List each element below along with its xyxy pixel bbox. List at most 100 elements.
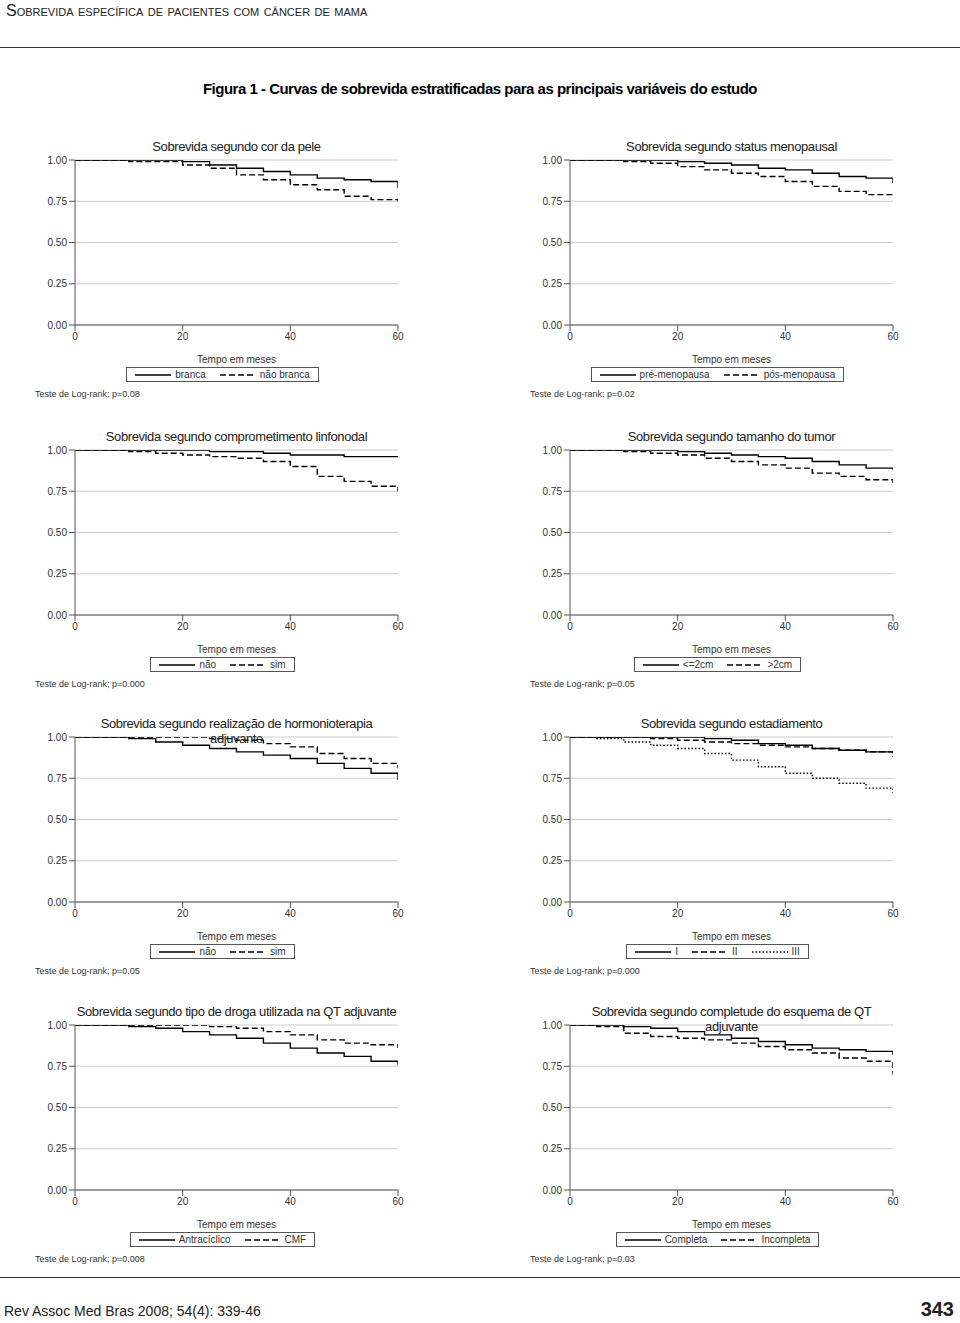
svg-text:0.25: 0.25 xyxy=(48,278,68,289)
svg-text:60: 60 xyxy=(887,1196,899,1207)
svg-text:Tempo em meses: Tempo em meses xyxy=(197,1219,276,1230)
svg-text:0.50: 0.50 xyxy=(48,814,68,825)
svg-text:1.00: 1.00 xyxy=(543,732,563,743)
html-text:Sobrevida segundo estadiamento: Sobrevida segundo estadiamento xyxy=(640,716,823,731)
svg-text:0: 0 xyxy=(567,331,573,342)
svg-text:20: 20 xyxy=(177,621,189,632)
html-text:Sobrevida segundo completude d: Sobrevida segundo completude do esquema … xyxy=(591,1004,872,1034)
svg-text:20: 20 xyxy=(177,1196,189,1207)
html-text:branca: branca xyxy=(175,369,206,380)
html-text:Sobrevida segundo status menop: Sobrevida segundo status menopausal xyxy=(626,139,837,154)
svg-text:0.50: 0.50 xyxy=(543,527,563,538)
svg-text:0.50: 0.50 xyxy=(543,237,563,248)
svg-text:20: 20 xyxy=(672,908,684,919)
svg-text:0.50: 0.50 xyxy=(48,237,68,248)
svg-text:0.00: 0.00 xyxy=(543,897,563,908)
svg-text:Tempo em meses: Tempo em meses xyxy=(197,644,276,655)
svg-text:0.25: 0.25 xyxy=(543,278,563,289)
svg-text:0.00: 0.00 xyxy=(543,610,563,621)
svg-text:1.00: 1.00 xyxy=(543,155,563,166)
svg-text:40: 40 xyxy=(780,1196,792,1207)
svg-text:0: 0 xyxy=(72,621,78,632)
svg-text:60: 60 xyxy=(392,331,404,342)
svg-text:0.00: 0.00 xyxy=(48,610,68,621)
svg-text:0.25: 0.25 xyxy=(543,855,563,866)
svg-text:0.00: 0.00 xyxy=(48,1185,68,1196)
html-text:Figura 1 - Curvas de sobrevida: Figura 1 - Curvas de sobrevida estratifi… xyxy=(203,80,757,97)
svg-text:Tempo em meses: Tempo em meses xyxy=(692,644,771,655)
svg-text:60: 60 xyxy=(392,1196,404,1207)
svg-text:0: 0 xyxy=(567,621,573,632)
svg-text:60: 60 xyxy=(887,908,899,919)
svg-text:40: 40 xyxy=(780,908,792,919)
svg-text:60: 60 xyxy=(887,621,899,632)
svg-text:40: 40 xyxy=(780,621,792,632)
html-text:pós-menopausa: pós-menopausa xyxy=(763,369,836,380)
svg-text:1.00: 1.00 xyxy=(543,445,563,456)
svg-text:20: 20 xyxy=(177,331,189,342)
svg-text:Tempo em meses: Tempo em meses xyxy=(692,1219,771,1230)
svg-text:0.75: 0.75 xyxy=(48,1061,68,1072)
svg-text:20: 20 xyxy=(672,331,684,342)
svg-text:1.00: 1.00 xyxy=(48,445,68,456)
html-text:Sobrevida segundo tipo de drog: Sobrevida segundo tipo de droga utilizad… xyxy=(76,1004,397,1019)
svg-text:60: 60 xyxy=(392,621,404,632)
svg-text:0.75: 0.75 xyxy=(543,196,563,207)
html-text:Sobrevida segundo cor da pele: Sobrevida segundo cor da pele xyxy=(152,139,321,154)
svg-text:40: 40 xyxy=(285,1196,297,1207)
html-text:Rev Assoc Med Bras 2008; 54(4): Rev Assoc Med Bras 2008; 54(4): 339-46 xyxy=(4,1303,261,1319)
svg-text:0.25: 0.25 xyxy=(48,568,68,579)
svg-text:0.00: 0.00 xyxy=(48,897,68,908)
svg-text:1.00: 1.00 xyxy=(48,1020,68,1031)
svg-text:1.00: 1.00 xyxy=(543,1020,563,1031)
html-text:não branca: não branca xyxy=(259,369,310,380)
svg-text:20: 20 xyxy=(672,621,684,632)
svg-text:0.25: 0.25 xyxy=(543,568,563,579)
html-text:Sobrevida específica de pacien: Sobrevida específica de pacientes com câ… xyxy=(6,2,368,19)
svg-text:0.25: 0.25 xyxy=(543,1143,563,1154)
svg-text:40: 40 xyxy=(285,621,297,632)
svg-text:20: 20 xyxy=(177,908,189,919)
html-text:343: 343 xyxy=(920,1298,954,1320)
html-text:Sobrevida segundo tamanho do t: Sobrevida segundo tamanho do tumor xyxy=(627,429,836,444)
svg-text:0.75: 0.75 xyxy=(543,486,563,497)
svg-text:0.75: 0.75 xyxy=(48,486,68,497)
svg-text:0: 0 xyxy=(567,908,573,919)
svg-text:60: 60 xyxy=(392,908,404,919)
svg-text:Tempo em meses: Tempo em meses xyxy=(692,354,771,365)
svg-text:Tempo em meses: Tempo em meses xyxy=(197,931,276,942)
svg-text:0.50: 0.50 xyxy=(543,1102,563,1113)
html-text:>2cm: >2cm xyxy=(767,659,793,670)
svg-text:0.50: 0.50 xyxy=(48,1102,68,1113)
svg-text:0.75: 0.75 xyxy=(543,773,563,784)
svg-text:0.00: 0.00 xyxy=(543,1185,563,1196)
svg-text:0.50: 0.50 xyxy=(48,527,68,538)
svg-text:20: 20 xyxy=(672,1196,684,1207)
html-text:<=2cm: <=2cm xyxy=(682,659,714,670)
html-text:sim: sim xyxy=(270,659,286,670)
svg-text:40: 40 xyxy=(285,331,297,342)
svg-text:0.00: 0.00 xyxy=(543,320,563,331)
svg-text:0.25: 0.25 xyxy=(48,1143,68,1154)
svg-text:0: 0 xyxy=(72,331,78,342)
svg-text:0.50: 0.50 xyxy=(543,814,563,825)
svg-text:60: 60 xyxy=(887,331,899,342)
svg-text:0: 0 xyxy=(567,1196,573,1207)
svg-text:40: 40 xyxy=(285,908,297,919)
html-text:não: não xyxy=(199,659,217,670)
html-text:Sobrevida segundo realização d: Sobrevida segundo realização de hormonio… xyxy=(100,716,373,746)
svg-text:1.00: 1.00 xyxy=(48,732,68,743)
svg-text:40: 40 xyxy=(780,331,792,342)
svg-text:Tempo em meses: Tempo em meses xyxy=(197,354,276,365)
svg-text:0.75: 0.75 xyxy=(48,196,68,207)
svg-text:0.75: 0.75 xyxy=(48,773,68,784)
svg-text:1.00: 1.00 xyxy=(48,155,68,166)
svg-text:Tempo em meses: Tempo em meses xyxy=(692,931,771,942)
html-text:pré-menopausa: pré-menopausa xyxy=(639,369,710,380)
svg-text:0: 0 xyxy=(72,1196,78,1207)
svg-text:0.25: 0.25 xyxy=(48,855,68,866)
svg-text:0.75: 0.75 xyxy=(543,1061,563,1072)
svg-text:0: 0 xyxy=(72,908,78,919)
svg-text:0.00: 0.00 xyxy=(48,320,68,331)
html-text:Sobrevida segundo comprometime: Sobrevida segundo comprometimento linfon… xyxy=(105,429,368,444)
